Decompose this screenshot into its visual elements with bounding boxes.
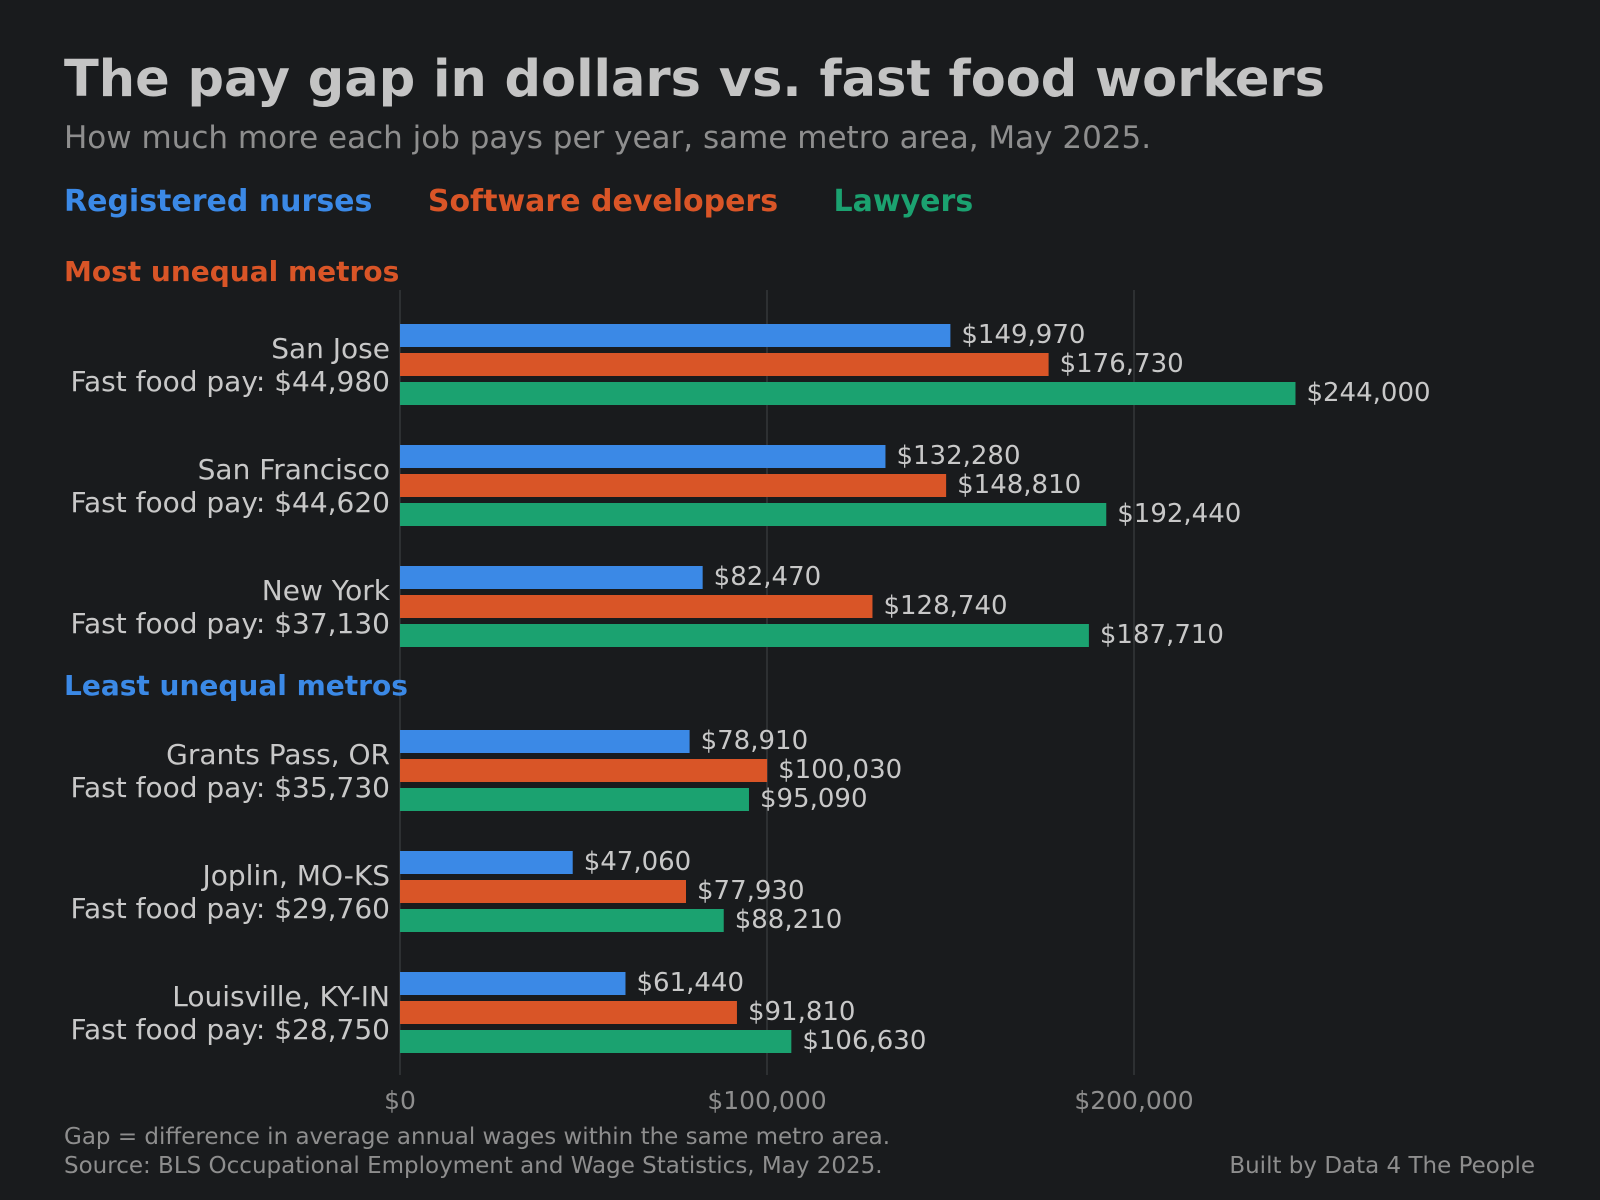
x-tick-label: $0: [384, 1086, 416, 1115]
bar-value-label: $61,440: [636, 968, 744, 998]
bar-lawyers: [400, 1030, 792, 1053]
bar-nurses: [400, 445, 886, 468]
bar-value-label: $148,810: [957, 470, 1081, 500]
fast-food-pay-label: Fast food pay: $28,750: [70, 1013, 390, 1046]
bar-nurses: [400, 324, 951, 347]
group-header: Least unequal metros: [64, 669, 408, 702]
bar-software: [400, 1001, 737, 1024]
metro-name: San Francisco: [198, 453, 390, 486]
fast-food-pay-label: Fast food pay: $44,980: [70, 365, 390, 398]
bar-nurses: [400, 972, 626, 995]
bar-lawyers: [400, 382, 1296, 405]
metro-name: Grants Pass, OR: [166, 738, 390, 771]
fast-food-pay-label: Fast food pay: $37,130: [70, 607, 390, 640]
bar-value-label: $78,910: [701, 726, 809, 756]
bar-value-label: $47,060: [584, 847, 692, 877]
bar-value-label: $77,930: [697, 876, 805, 906]
bar-value-label: $82,470: [714, 562, 822, 592]
bar-value-label: $244,000: [1306, 378, 1430, 408]
bar-value-label: $88,210: [735, 905, 843, 935]
fast-food-pay-label: Fast food pay: $29,760: [70, 892, 390, 925]
bar-value-label: $176,730: [1060, 349, 1184, 379]
bar-software: [400, 759, 768, 782]
footer-credit: Built by Data 4 The People: [1229, 1153, 1535, 1179]
bar-nurses: [400, 851, 573, 874]
footer-source: Source: BLS Occupational Employment and …: [64, 1153, 883, 1179]
x-tick-label: $100,000: [707, 1086, 826, 1115]
x-tick-label: $200,000: [1074, 1086, 1193, 1115]
bar-lawyers: [400, 503, 1107, 526]
metro-name: San Jose: [271, 332, 390, 365]
bar-software: [400, 595, 873, 618]
footer-note: Gap = difference in average annual wages…: [64, 1124, 891, 1150]
bar-value-label: $100,030: [778, 755, 902, 785]
legend-item-software: Software developers: [427, 184, 779, 219]
bar-value-label: $132,280: [896, 441, 1020, 471]
bar-value-label: $106,630: [802, 1026, 926, 1056]
bar-lawyers: [400, 909, 724, 932]
bar-value-label: $149,970: [961, 320, 1085, 350]
legend-item-lawyers: Lawyers: [833, 184, 974, 219]
group-header: Most unequal metros: [64, 255, 399, 288]
bar-value-label: $187,710: [1100, 620, 1224, 650]
chart-title: The pay gap in dollars vs. fast food wor…: [64, 50, 1326, 109]
fast-food-pay-label: Fast food pay: $35,730: [70, 771, 390, 804]
metro-name: New York: [262, 574, 391, 607]
bar-lawyers: [400, 624, 1089, 647]
bar-software: [400, 474, 947, 497]
chart-legend: Registered nurses Software developers La…: [64, 184, 1018, 219]
metro-name: Joplin, MO-KS: [201, 859, 390, 892]
legend-item-nurses: Registered nurses: [64, 184, 373, 219]
bar-lawyers: [400, 788, 749, 811]
bar-value-label: $192,440: [1117, 499, 1241, 529]
bar-software: [400, 353, 1049, 376]
bar-value-label: $128,740: [883, 591, 1007, 621]
metro-name: Louisville, KY-IN: [172, 980, 390, 1013]
bar-value-label: $91,810: [748, 997, 856, 1027]
bar-software: [400, 880, 687, 903]
bar-nurses: [400, 730, 690, 753]
chart-subtitle: How much more each job pays per year, sa…: [64, 120, 1152, 156]
bar-value-label: $95,090: [760, 784, 868, 814]
bar-nurses: [400, 566, 703, 589]
fast-food-pay-label: Fast food pay: $44,620: [70, 486, 390, 519]
